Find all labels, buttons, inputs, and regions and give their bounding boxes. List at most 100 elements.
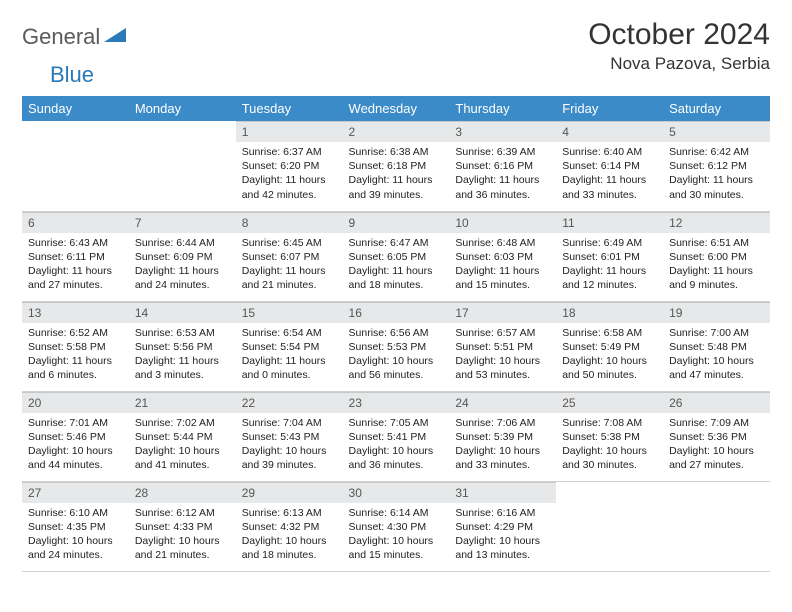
day-number: 20 — [22, 392, 129, 413]
day-number: 10 — [449, 212, 556, 233]
day-number: 12 — [663, 212, 770, 233]
calendar-body: 1Sunrise: 6:37 AMSunset: 6:20 PMDaylight… — [22, 121, 770, 571]
calendar-cell: 28Sunrise: 6:12 AMSunset: 4:33 PMDayligh… — [129, 481, 236, 571]
calendar-row: 13Sunrise: 6:52 AMSunset: 5:58 PMDayligh… — [22, 301, 770, 391]
day-body: Sunrise: 6:40 AMSunset: 6:14 PMDaylight:… — [556, 142, 663, 206]
day-body: Sunrise: 6:54 AMSunset: 5:54 PMDaylight:… — [236, 323, 343, 387]
day-number: 21 — [129, 392, 236, 413]
logo-text-general: General — [22, 24, 100, 50]
calendar-cell: 27Sunrise: 6:10 AMSunset: 4:35 PMDayligh… — [22, 481, 129, 571]
day-body: Sunrise: 6:57 AMSunset: 5:51 PMDaylight:… — [449, 323, 556, 387]
calendar-cell: 23Sunrise: 7:05 AMSunset: 5:41 PMDayligh… — [343, 391, 450, 481]
day-body: Sunrise: 6:52 AMSunset: 5:58 PMDaylight:… — [22, 323, 129, 387]
calendar-cell: 19Sunrise: 7:00 AMSunset: 5:48 PMDayligh… — [663, 301, 770, 391]
calendar-cell: 26Sunrise: 7:09 AMSunset: 5:36 PMDayligh… — [663, 391, 770, 481]
calendar-cell: 18Sunrise: 6:58 AMSunset: 5:49 PMDayligh… — [556, 301, 663, 391]
calendar-row: 20Sunrise: 7:01 AMSunset: 5:46 PMDayligh… — [22, 391, 770, 481]
day-number: 4 — [556, 121, 663, 142]
day-body: Sunrise: 6:56 AMSunset: 5:53 PMDaylight:… — [343, 323, 450, 387]
day-body: Sunrise: 6:58 AMSunset: 5:49 PMDaylight:… — [556, 323, 663, 387]
day-body: Sunrise: 7:00 AMSunset: 5:48 PMDaylight:… — [663, 323, 770, 387]
calendar-cell: 17Sunrise: 6:57 AMSunset: 5:51 PMDayligh… — [449, 301, 556, 391]
day-body: Sunrise: 6:10 AMSunset: 4:35 PMDaylight:… — [22, 503, 129, 567]
day-body: Sunrise: 6:43 AMSunset: 6:11 PMDaylight:… — [22, 233, 129, 297]
calendar-cell: 4Sunrise: 6:40 AMSunset: 6:14 PMDaylight… — [556, 121, 663, 211]
calendar-cell: 29Sunrise: 6:13 AMSunset: 4:32 PMDayligh… — [236, 481, 343, 571]
day-number: 25 — [556, 392, 663, 413]
calendar-cell: 5Sunrise: 6:42 AMSunset: 6:12 PMDaylight… — [663, 121, 770, 211]
day-body: Sunrise: 6:53 AMSunset: 5:56 PMDaylight:… — [129, 323, 236, 387]
day-number: 27 — [22, 482, 129, 503]
day-number: 17 — [449, 302, 556, 323]
calendar-cell — [663, 481, 770, 571]
day-body: Sunrise: 7:06 AMSunset: 5:39 PMDaylight:… — [449, 413, 556, 477]
day-body: Sunrise: 7:05 AMSunset: 5:41 PMDaylight:… — [343, 413, 450, 477]
day-number: 8 — [236, 212, 343, 233]
calendar-cell: 6Sunrise: 6:43 AMSunset: 6:11 PMDaylight… — [22, 211, 129, 301]
day-number: 24 — [449, 392, 556, 413]
calendar-cell: 31Sunrise: 6:16 AMSunset: 4:29 PMDayligh… — [449, 481, 556, 571]
day-number: 15 — [236, 302, 343, 323]
day-body: Sunrise: 6:39 AMSunset: 6:16 PMDaylight:… — [449, 142, 556, 206]
day-number: 11 — [556, 212, 663, 233]
calendar-cell: 22Sunrise: 7:04 AMSunset: 5:43 PMDayligh… — [236, 391, 343, 481]
day-number: 7 — [129, 212, 236, 233]
day-number: 26 — [663, 392, 770, 413]
calendar-cell: 1Sunrise: 6:37 AMSunset: 6:20 PMDaylight… — [236, 121, 343, 211]
day-header: Wednesday — [343, 96, 450, 121]
calendar-row: 27Sunrise: 6:10 AMSunset: 4:35 PMDayligh… — [22, 481, 770, 571]
calendar-row: 6Sunrise: 6:43 AMSunset: 6:11 PMDaylight… — [22, 211, 770, 301]
calendar-cell: 3Sunrise: 6:39 AMSunset: 6:16 PMDaylight… — [449, 121, 556, 211]
day-body: Sunrise: 6:14 AMSunset: 4:30 PMDaylight:… — [343, 503, 450, 567]
day-body: Sunrise: 7:08 AMSunset: 5:38 PMDaylight:… — [556, 413, 663, 477]
day-body: Sunrise: 6:51 AMSunset: 6:00 PMDaylight:… — [663, 233, 770, 297]
calendar-row: 1Sunrise: 6:37 AMSunset: 6:20 PMDaylight… — [22, 121, 770, 211]
calendar-cell: 7Sunrise: 6:44 AMSunset: 6:09 PMDaylight… — [129, 211, 236, 301]
day-number: 30 — [343, 482, 450, 503]
calendar-cell: 9Sunrise: 6:47 AMSunset: 6:05 PMDaylight… — [343, 211, 450, 301]
calendar-cell: 13Sunrise: 6:52 AMSunset: 5:58 PMDayligh… — [22, 301, 129, 391]
day-body: Sunrise: 7:02 AMSunset: 5:44 PMDaylight:… — [129, 413, 236, 477]
day-body: Sunrise: 6:38 AMSunset: 6:18 PMDaylight:… — [343, 142, 450, 206]
day-number: 23 — [343, 392, 450, 413]
calendar-cell — [556, 481, 663, 571]
day-header: Tuesday — [236, 96, 343, 121]
calendar-cell: 24Sunrise: 7:06 AMSunset: 5:39 PMDayligh… — [449, 391, 556, 481]
day-body: Sunrise: 6:13 AMSunset: 4:32 PMDaylight:… — [236, 503, 343, 567]
day-body: Sunrise: 6:44 AMSunset: 6:09 PMDaylight:… — [129, 233, 236, 297]
calendar-cell: 21Sunrise: 7:02 AMSunset: 5:44 PMDayligh… — [129, 391, 236, 481]
calendar-cell: 30Sunrise: 6:14 AMSunset: 4:30 PMDayligh… — [343, 481, 450, 571]
day-body: Sunrise: 6:48 AMSunset: 6:03 PMDaylight:… — [449, 233, 556, 297]
day-body: Sunrise: 6:16 AMSunset: 4:29 PMDaylight:… — [449, 503, 556, 567]
day-number: 29 — [236, 482, 343, 503]
month-title: October 2024 — [588, 18, 770, 52]
day-body: Sunrise: 7:04 AMSunset: 5:43 PMDaylight:… — [236, 413, 343, 477]
calendar-cell: 16Sunrise: 6:56 AMSunset: 5:53 PMDayligh… — [343, 301, 450, 391]
day-number: 6 — [22, 212, 129, 233]
day-body: Sunrise: 6:37 AMSunset: 6:20 PMDaylight:… — [236, 142, 343, 206]
calendar-cell: 20Sunrise: 7:01 AMSunset: 5:46 PMDayligh… — [22, 391, 129, 481]
day-number: 16 — [343, 302, 450, 323]
logo-text-blue: Blue — [50, 62, 94, 87]
day-number: 9 — [343, 212, 450, 233]
logo: General — [22, 18, 128, 50]
day-number: 5 — [663, 121, 770, 142]
day-body: Sunrise: 6:45 AMSunset: 6:07 PMDaylight:… — [236, 233, 343, 297]
calendar-table: SundayMondayTuesdayWednesdayThursdayFrid… — [22, 96, 770, 572]
calendar-page: General October 2024 Nova Pazova, Serbia… — [0, 0, 792, 582]
calendar-cell — [22, 121, 129, 211]
day-number: 22 — [236, 392, 343, 413]
day-body: Sunrise: 6:47 AMSunset: 6:05 PMDaylight:… — [343, 233, 450, 297]
day-body: Sunrise: 6:49 AMSunset: 6:01 PMDaylight:… — [556, 233, 663, 297]
day-number: 2 — [343, 121, 450, 142]
calendar-cell: 25Sunrise: 7:08 AMSunset: 5:38 PMDayligh… — [556, 391, 663, 481]
day-header: Saturday — [663, 96, 770, 121]
day-header: Monday — [129, 96, 236, 121]
day-body: Sunrise: 7:09 AMSunset: 5:36 PMDaylight:… — [663, 413, 770, 477]
day-header: Sunday — [22, 96, 129, 121]
day-header-row: SundayMondayTuesdayWednesdayThursdayFrid… — [22, 96, 770, 121]
calendar-cell: 14Sunrise: 6:53 AMSunset: 5:56 PMDayligh… — [129, 301, 236, 391]
logo-triangle-icon — [104, 26, 126, 47]
day-number: 19 — [663, 302, 770, 323]
day-body: Sunrise: 7:01 AMSunset: 5:46 PMDaylight:… — [22, 413, 129, 477]
